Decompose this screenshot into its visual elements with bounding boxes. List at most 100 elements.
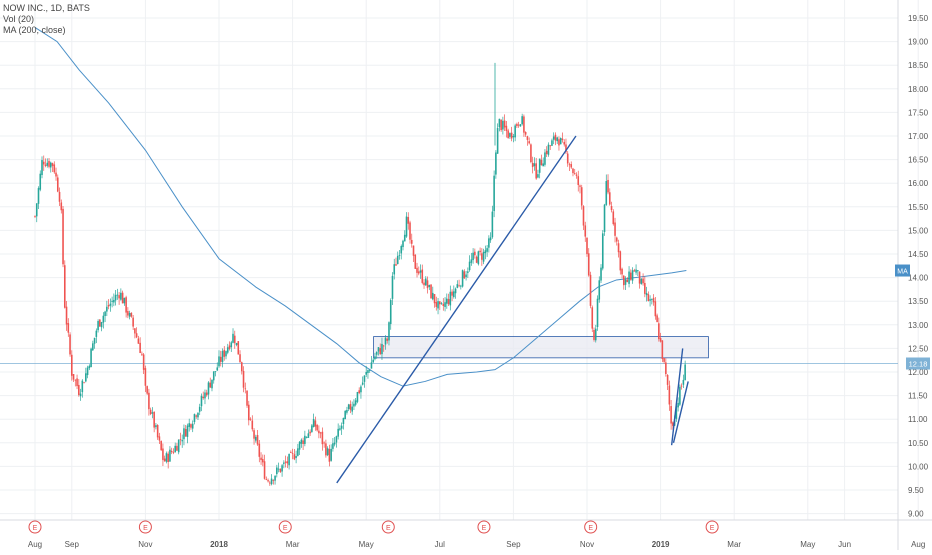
candle-body <box>528 141 530 144</box>
candle-body <box>535 163 537 179</box>
candle-body <box>382 345 385 347</box>
candle-body <box>386 338 389 341</box>
candle-body <box>319 432 322 434</box>
candle-body <box>677 402 679 408</box>
candle-body <box>169 449 171 462</box>
candle-body <box>293 454 296 460</box>
candle-body <box>351 406 353 412</box>
candle-body <box>453 291 455 298</box>
candle-body <box>153 411 155 428</box>
candle-body <box>76 378 78 387</box>
earnings-marker-label: E <box>588 525 593 532</box>
candle-body <box>335 436 338 443</box>
candle-body <box>610 206 613 211</box>
candle-body <box>465 274 467 278</box>
candle-body <box>496 128 499 154</box>
candle-body <box>230 342 233 348</box>
candle-body <box>332 443 334 449</box>
candle-body <box>146 386 148 394</box>
candle-body <box>295 455 297 458</box>
candle-body <box>666 374 669 385</box>
candle-body <box>509 133 511 137</box>
candle-body <box>449 291 452 306</box>
candle-body <box>246 390 248 406</box>
candle-body <box>109 303 112 306</box>
candle-body <box>71 354 73 376</box>
candle-body <box>283 462 285 464</box>
candle-body <box>42 161 45 165</box>
candle-body <box>579 185 581 187</box>
candle-body <box>672 422 674 426</box>
earnings-marker <box>381 520 395 534</box>
candle-body <box>249 418 252 420</box>
candle-body <box>39 173 42 190</box>
candle-body <box>446 298 448 304</box>
ma200-line <box>34 27 687 387</box>
candle-body <box>416 267 418 273</box>
candle-body <box>481 253 483 260</box>
candle-body <box>44 164 47 166</box>
candle-body <box>312 419 315 428</box>
candle-body <box>202 396 205 399</box>
candle-body <box>419 270 422 273</box>
candle-body <box>665 362 667 375</box>
candle-body <box>251 420 254 430</box>
candle-body <box>183 428 185 440</box>
candle-body <box>198 406 201 412</box>
candle-body <box>601 233 604 269</box>
candle-body <box>398 255 401 256</box>
candle-body <box>381 343 383 355</box>
candle-body <box>330 448 332 461</box>
candle-body <box>113 299 115 303</box>
candle-body <box>538 158 541 173</box>
candle-body <box>400 245 403 254</box>
candle-body <box>216 367 219 371</box>
candle-body <box>472 252 474 261</box>
candle-body <box>193 414 196 423</box>
earnings-marker-label: E <box>33 525 38 532</box>
candle-body <box>235 342 238 345</box>
candle-body <box>617 243 620 253</box>
y-tick-label: 17.00 <box>908 132 929 141</box>
candle-body <box>190 424 192 428</box>
candle-body <box>207 382 210 395</box>
candle-body <box>269 482 271 484</box>
candle-body <box>502 120 504 130</box>
candle-body <box>526 136 529 140</box>
candle-body <box>559 137 562 145</box>
candle-body <box>393 264 396 275</box>
y-tick-label: 13.00 <box>908 321 929 330</box>
candle-body <box>116 294 119 296</box>
y-tick-label: 16.00 <box>908 179 929 188</box>
candle-body <box>417 271 420 274</box>
candle-body <box>170 450 173 453</box>
x-tick-label: Jun <box>838 540 851 549</box>
candle-body <box>675 405 678 419</box>
candle-body <box>670 406 672 424</box>
candle-body <box>405 216 408 237</box>
candle-body <box>209 382 212 388</box>
candle-body <box>284 461 287 463</box>
x-tick-label: Aug <box>28 540 42 549</box>
candle-body <box>395 264 397 266</box>
candle-body <box>652 297 655 303</box>
candle-body <box>384 337 387 345</box>
y-tick-label: 9.00 <box>908 510 924 519</box>
candle-body <box>440 302 443 304</box>
candle-body <box>621 268 623 275</box>
candle-body <box>221 350 224 363</box>
candle-body <box>316 424 318 431</box>
candle-body <box>226 347 229 353</box>
candle-body <box>377 347 380 352</box>
candle-body <box>247 404 250 421</box>
candle-body <box>286 461 289 464</box>
candle-body <box>48 160 50 167</box>
candle-body <box>554 134 557 141</box>
candle-body <box>463 271 466 279</box>
candle-body <box>211 379 213 389</box>
candle-body <box>120 292 122 300</box>
candle-body <box>179 439 182 440</box>
candle-body <box>186 425 189 437</box>
